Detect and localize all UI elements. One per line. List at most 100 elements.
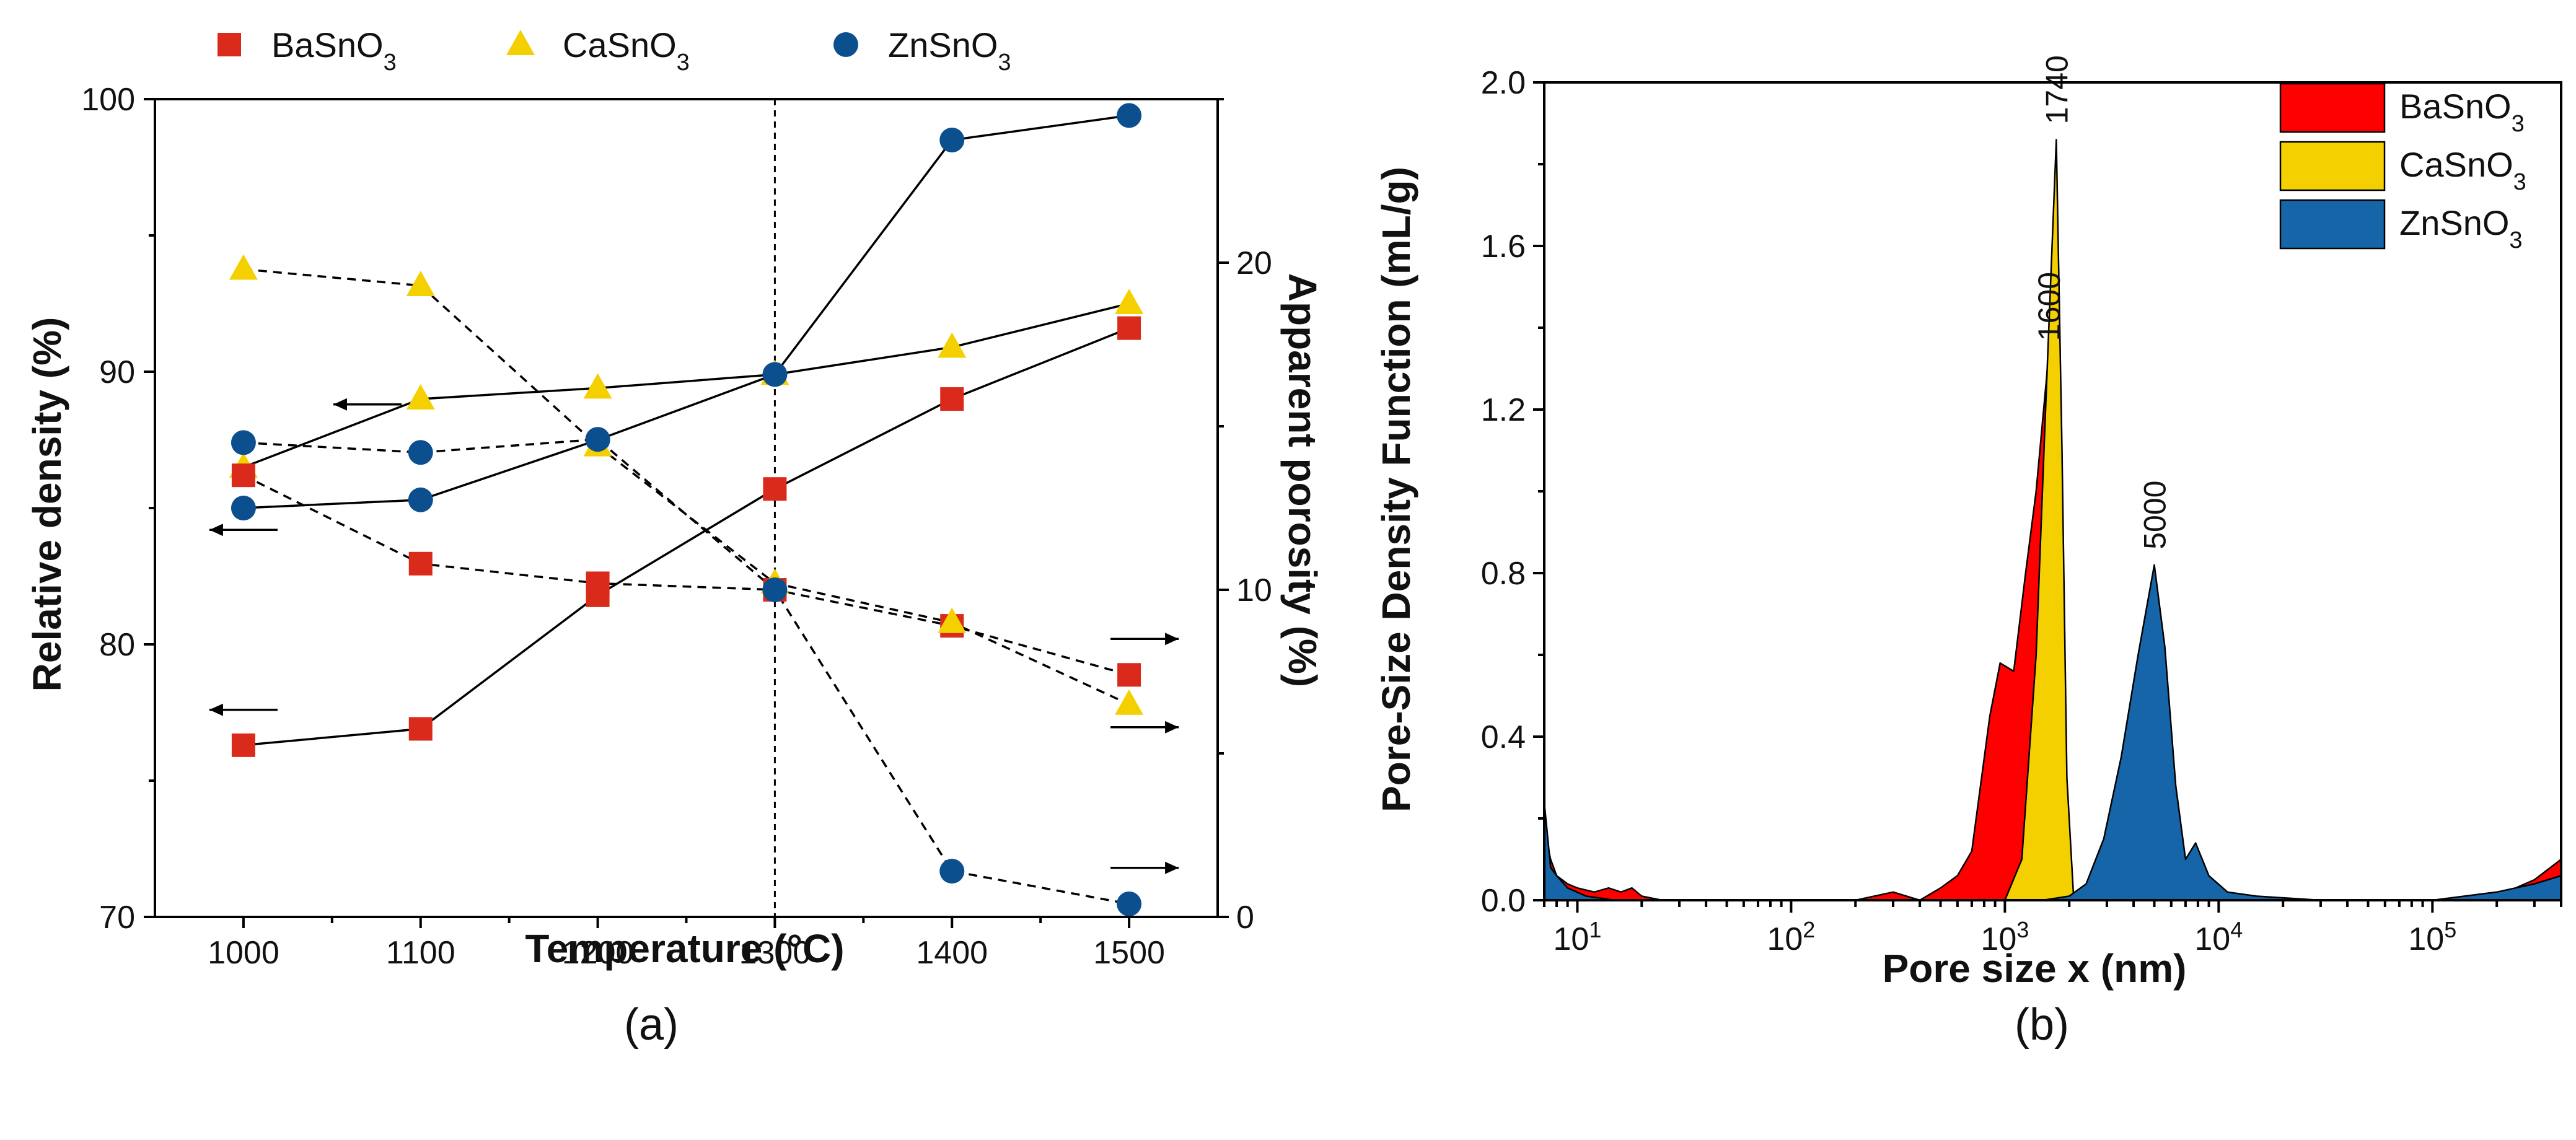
y-tick-label-0.4: 0.4 bbox=[1481, 719, 1526, 755]
panel-b-x-axis-title: Pore size x (nm) bbox=[1883, 946, 2187, 991]
legend-marker-casno3 bbox=[506, 30, 535, 55]
legend-swatch-casno3 bbox=[2279, 141, 2386, 191]
panel-b-legend: BaSnO3 CaSnO3 ZnSnO3 bbox=[2279, 82, 2526, 253]
panel-a-legend: BaSnO3 CaSnO3 ZnSnO3 bbox=[218, 25, 1011, 76]
legend-swatch-basno3 bbox=[2279, 82, 2386, 133]
area-znsno3 bbox=[1544, 564, 2561, 900]
axis-arrowhead-basno3-left bbox=[209, 703, 223, 716]
axis-arrowhead-casno3-right bbox=[1165, 721, 1179, 734]
marker-casno3-relative-density-1200 bbox=[583, 373, 612, 399]
marker-basno3-apparent-porosity-1200 bbox=[586, 571, 610, 595]
marker-casno3-relative-density-1100 bbox=[406, 384, 435, 410]
marker-znsno3-relative-density-1300 bbox=[762, 362, 788, 387]
marker-znsno3-apparent-porosity-1500 bbox=[1117, 891, 1142, 916]
legend-marker-basno3 bbox=[218, 33, 241, 56]
legend-label-basno3: BaSnO3 bbox=[2399, 87, 2525, 137]
axis-arrowhead-casno3-left bbox=[333, 398, 347, 411]
y-left-tick-label-90: 90 bbox=[99, 354, 135, 390]
line-basno3-apparent-porosity bbox=[243, 474, 1130, 676]
marker-casno3-relative-density-1500 bbox=[1115, 289, 1144, 314]
y-right-tick-label-10: 10 bbox=[1236, 572, 1272, 608]
panel-b: 1740 1600 5000 101 102 103 104 105 0.0 0.4 0.8 1.… bbox=[1374, 55, 2562, 1050]
x-tick-label-1e2: 102 bbox=[1767, 917, 1815, 958]
marker-basno3-relative-density-1000 bbox=[231, 733, 255, 757]
peak-label-5000: 5000 bbox=[2137, 481, 2172, 550]
axis-arrowhead-basno3-right bbox=[1165, 633, 1179, 646]
y-tick-label-0.8: 0.8 bbox=[1481, 556, 1526, 592]
marker-casno3-apparent-porosity-1100 bbox=[406, 270, 435, 296]
panel-b-y-axis-title: Pore-Size Density Function (mL/g) bbox=[1374, 167, 1418, 812]
legend-marker-znsno3 bbox=[833, 32, 858, 57]
x-tick-label-1100: 1100 bbox=[386, 935, 455, 971]
marker-znsno3-apparent-porosity-1100 bbox=[408, 440, 433, 465]
line-casno3-relative-density bbox=[243, 302, 1130, 468]
panel-b-label: (b) bbox=[2015, 1000, 2069, 1050]
panel-a-series-lines bbox=[243, 114, 1130, 905]
y-tick-label-0.0: 0.0 bbox=[1481, 883, 1526, 919]
marker-basno3-apparent-porosity-1500 bbox=[1117, 663, 1141, 687]
y-tick-label-2.0: 2.0 bbox=[1481, 65, 1526, 101]
y-left-tick-label-70: 70 bbox=[99, 900, 135, 936]
marker-basno3-apparent-porosity-1100 bbox=[408, 551, 433, 576]
marker-basno3-relative-density-1100 bbox=[408, 717, 433, 741]
axis-arrowhead-znsno3-right bbox=[1165, 861, 1179, 874]
x-tick-label-1400: 1400 bbox=[916, 935, 988, 971]
marker-znsno3-relative-density-1500 bbox=[1117, 103, 1142, 128]
y-tick-label-1.2: 1.2 bbox=[1481, 392, 1526, 428]
marker-basno3-relative-density-1400 bbox=[940, 387, 964, 411]
peak-label-1600: 1600 bbox=[2032, 272, 2067, 341]
marker-znsno3-relative-density-1400 bbox=[939, 128, 965, 152]
marker-znsno3-apparent-porosity-1400 bbox=[939, 859, 965, 884]
line-casno3-apparent-porosity bbox=[243, 268, 1130, 706]
panel-a-y-left-ticks: 70 80 90 100 bbox=[81, 82, 155, 936]
x-tick-label-1500: 1500 bbox=[1093, 935, 1165, 971]
marker-casno3-apparent-porosity-1400 bbox=[938, 607, 967, 633]
area-casno3 bbox=[1544, 139, 2561, 900]
marker-znsno3-relative-density-1000 bbox=[231, 496, 256, 520]
panel-a-y-right-title: Apparent porosity (%) bbox=[1280, 273, 1325, 687]
legend-swatch-znsno3 bbox=[2279, 199, 2386, 250]
line-basno3-relative-density bbox=[243, 327, 1130, 747]
x-tick-label-1200: 1200 bbox=[562, 935, 634, 971]
panel-b-peak-labels: 1740 1600 5000 bbox=[2032, 55, 2173, 550]
panel-a-label: (a) bbox=[624, 1000, 679, 1050]
x-tick-label-1e3: 103 bbox=[1980, 917, 2029, 958]
y-left-tick-label-100: 100 bbox=[81, 82, 135, 118]
panel-a-x-ticks: 1000 1100 1200 1300 1400 1500 bbox=[208, 917, 1165, 971]
legend-label-znsno3: ZnSnO3 bbox=[2399, 203, 2523, 253]
marker-basno3-relative-density-1500 bbox=[1117, 316, 1141, 340]
panel-a: BaSnO3 CaSnO3 ZnSnO3 1000 1100 1200 1300 1400 1… bbox=[25, 25, 1325, 1050]
x-tick-label-1e4: 104 bbox=[2194, 917, 2243, 958]
panel-a-axis-arrows bbox=[209, 398, 1179, 874]
panel-b-x-ticks: 101 102 103 104 105 bbox=[1543, 900, 2562, 958]
x-tick-label-1e1: 101 bbox=[1553, 917, 1601, 958]
x-tick-label-1000: 1000 bbox=[208, 935, 279, 971]
marker-basno3-relative-density-1300 bbox=[763, 477, 787, 501]
y-right-tick-label-20: 20 bbox=[1236, 245, 1272, 281]
panel-a-x-axis-title: Temperature (°C) bbox=[525, 926, 844, 971]
legend-label-casno3: CaSnO3 bbox=[2399, 145, 2526, 195]
line-znsno3-relative-density bbox=[243, 114, 1130, 509]
y-right-tick-label-0: 0 bbox=[1236, 900, 1254, 936]
x-tick-label-1e5: 105 bbox=[2408, 917, 2456, 958]
panel-b-areas bbox=[1544, 139, 2561, 900]
axis-arrowhead-znsno3-left bbox=[209, 524, 223, 537]
marker-znsno3-apparent-porosity-1200 bbox=[585, 427, 610, 452]
marker-casno3-apparent-porosity-1000 bbox=[229, 254, 258, 280]
panel-a-y-left-title: Relative density (%) bbox=[25, 317, 69, 692]
legend-label-basno3: BaSnO3 bbox=[271, 25, 397, 76]
marker-znsno3-apparent-porosity-1000 bbox=[231, 430, 256, 455]
x-tick-label-1300: 1300 bbox=[739, 935, 811, 971]
panel-a-y-right-ticks: 0 10 20 bbox=[1218, 98, 1272, 936]
marker-casno3-relative-density-1400 bbox=[938, 332, 967, 358]
legend-label-znsno3: ZnSnO3 bbox=[888, 25, 1011, 76]
legend-label-casno3: CaSnO3 bbox=[563, 25, 690, 76]
marker-znsno3-apparent-porosity-1300 bbox=[762, 577, 788, 602]
peak-label-1740: 1740 bbox=[2039, 55, 2074, 124]
panel-a-markers bbox=[229, 103, 1144, 916]
marker-znsno3-relative-density-1100 bbox=[408, 487, 433, 512]
y-tick-label-1.6: 1.6 bbox=[1481, 229, 1526, 265]
panel-b-y-ticks: 0.0 0.4 0.8 1.2 1.6 2.0 bbox=[1481, 65, 1544, 919]
marker-casno3-apparent-porosity-1500 bbox=[1115, 689, 1144, 715]
